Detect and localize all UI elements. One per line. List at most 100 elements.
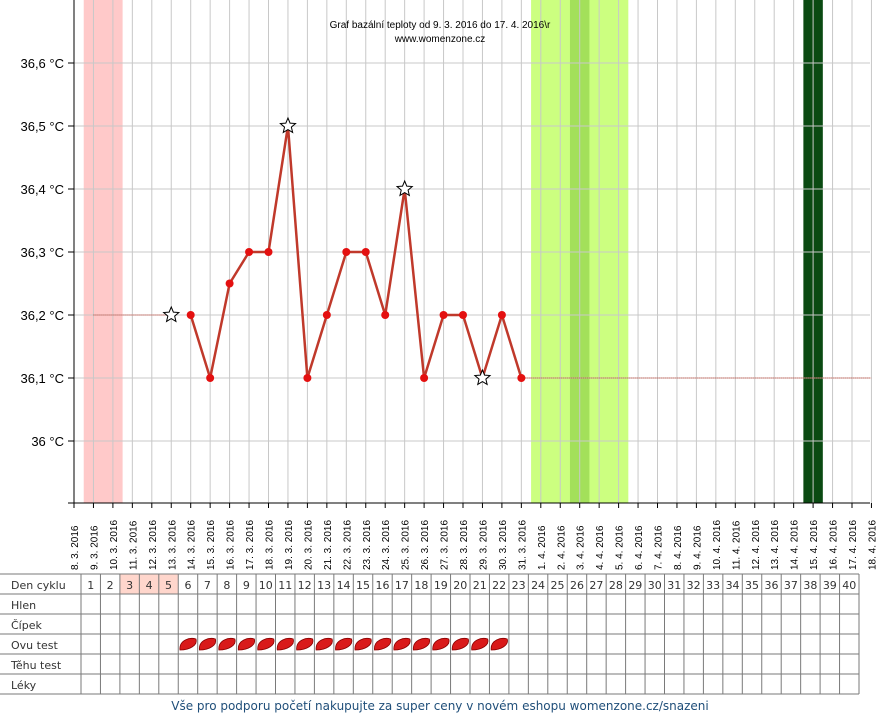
footer-shop-link[interactable]: Vše pro podporu početí nakupujte za supe… — [171, 699, 709, 713]
x-tick-label: 12. 4. 2016 — [751, 520, 762, 570]
data-point — [439, 311, 448, 319]
ovu-test-icon — [490, 638, 508, 651]
cycle-day-number: 3 — [126, 579, 133, 592]
x-tick-label: 26. 3. 2016 — [420, 520, 431, 570]
cycle-day-number: 36 — [764, 579, 778, 592]
row-label-mucus: Hlen — [11, 599, 36, 612]
row-label-preg: Těhu test — [10, 659, 62, 672]
guide-lines — [93, 314, 872, 379]
x-tick-label: 20. 3. 2016 — [303, 520, 314, 570]
y-tick-label: 36,6 °C — [20, 56, 64, 71]
cycle-day-number: 26 — [570, 579, 584, 592]
row-label-cervix: Čípek — [11, 619, 42, 632]
cycle-day-number: 35 — [745, 579, 759, 592]
y-tick-label: 36,1 °C — [20, 371, 64, 386]
row-label-ovu: Ovu test — [11, 639, 58, 652]
data-point — [497, 311, 506, 319]
cycle-table-grid: Den cyklu Hlen Čípek Ovu test Těhu test Léky 1… — [0, 573, 860, 695]
ovu-test-icon — [257, 638, 275, 651]
x-tick-label: 6. 4. 2016 — [634, 525, 645, 570]
ovu-test-icon — [471, 638, 489, 651]
data-point — [361, 248, 370, 256]
data-point — [303, 374, 312, 382]
data-point — [517, 374, 526, 382]
x-tick-label: 23. 3. 2016 — [362, 520, 373, 570]
cycle-table: Den cyklu Hlen Čípek Ovu test Těhu test Léky 1… — [0, 572, 880, 701]
data-point — [381, 311, 390, 319]
cycle-day-number: 24 — [531, 579, 545, 592]
y-tick-label: 36,5 °C — [20, 119, 64, 134]
cycle-day-number: 7 — [204, 579, 211, 592]
cycle-day-number: 39 — [823, 579, 837, 592]
x-tick-label: 13. 4. 2016 — [770, 520, 781, 570]
cycle-day-number: 13 — [317, 579, 331, 592]
footer: Vše pro podporu početí nakupujte za supe… — [0, 699, 880, 713]
ovu-test-icon — [199, 638, 217, 651]
cycle-day-number: 1 — [87, 579, 94, 592]
star-marker — [279, 116, 297, 134]
cycle-day-number: 34 — [726, 579, 740, 592]
cycle-day-number: 6 — [184, 579, 191, 592]
ovu-test-icon — [432, 638, 450, 651]
ovu-test-icon — [354, 638, 372, 651]
x-tick-label: 28. 3. 2016 — [459, 520, 470, 570]
cycle-day-number: 38 — [803, 579, 817, 592]
cycle-day-highlight — [139, 574, 159, 594]
data-point — [264, 248, 273, 256]
x-tick-label: 31. 3. 2016 — [517, 520, 528, 570]
star-marker — [473, 368, 492, 386]
cycle-day-number: 32 — [687, 579, 701, 592]
x-tick-label: 18. 3. 2016 — [265, 520, 276, 570]
x-tick-label: 3. 4. 2016 — [576, 525, 587, 570]
cycle-day-highlight — [158, 574, 179, 594]
x-tick-label: 7. 4. 2016 — [654, 525, 665, 570]
cycle-day-number: 10 — [259, 579, 273, 592]
ovu-test-icon — [218, 638, 236, 651]
cycle-day-number: 18 — [414, 579, 428, 592]
y-tick-label: 36,4 °C — [20, 182, 64, 197]
row-label-cycle: Den cyklu — [11, 579, 66, 592]
x-tick-label: 9. 3. 2016 — [89, 525, 100, 570]
cycle-day-number: 40 — [842, 579, 856, 592]
x-tick-label: 4. 4. 2016 — [595, 525, 606, 570]
data-point — [245, 248, 254, 256]
y-tick-label: 36,2 °C — [20, 308, 64, 323]
x-tick-label: 10. 3. 2016 — [109, 520, 120, 570]
ovu-test-icon — [296, 638, 314, 651]
y-tick-label: 36,3 °C — [20, 245, 64, 260]
cycle-day-number: 19 — [434, 579, 448, 592]
ovu-test-icon — [451, 638, 469, 651]
cycle-day-number: 14 — [337, 579, 351, 592]
data-point — [186, 311, 195, 319]
cycle-day-number: 20 — [453, 579, 467, 592]
x-tick-label: 24. 3. 2016 — [381, 520, 392, 570]
ovu-test-icon — [374, 638, 392, 651]
cycle-day-number: 31 — [667, 579, 681, 592]
cycle-day-number: 17 — [395, 579, 409, 592]
ovu-test-icon — [179, 638, 197, 651]
x-tick-label: 30. 3. 2016 — [498, 520, 509, 570]
x-tick-label: 5. 4. 2016 — [615, 525, 626, 570]
x-tick-label: 17. 4. 2016 — [848, 520, 859, 570]
series-line — [189, 124, 523, 380]
x-tick-label: 22. 3. 2016 — [342, 520, 353, 570]
x-tick-label: 10. 4. 2016 — [712, 520, 723, 570]
x-tick-label: 27. 3. 2016 — [440, 520, 451, 570]
cycle-day-number: 28 — [609, 579, 623, 592]
cycle-day-number: 15 — [356, 579, 370, 592]
x-tick-label: 8. 3. 2016 — [70, 525, 81, 570]
cycle-day-number: 11 — [278, 579, 292, 592]
x-tick-label: 18. 4. 2016 — [867, 520, 878, 570]
chart-subtitle: www.womenzone.cz — [394, 34, 486, 45]
ovu-test-icon — [315, 638, 333, 651]
x-tick-label: 19. 3. 2016 — [284, 520, 295, 570]
cycle-day-number: 37 — [784, 579, 798, 592]
x-tick-label: 14. 3. 2016 — [187, 520, 198, 570]
chart-title: Graf bazální teploty od 9. 3. 2016 do 17… — [330, 20, 551, 31]
x-tick-label: 11. 4. 2016 — [731, 520, 742, 570]
star-marker — [162, 305, 181, 323]
cycle-day-number: 21 — [473, 579, 487, 592]
x-tick-label: 15. 4. 2016 — [809, 520, 820, 570]
x-tick-label: 9. 4. 2016 — [692, 525, 703, 570]
x-tick-label: 16. 4. 2016 — [829, 520, 840, 570]
